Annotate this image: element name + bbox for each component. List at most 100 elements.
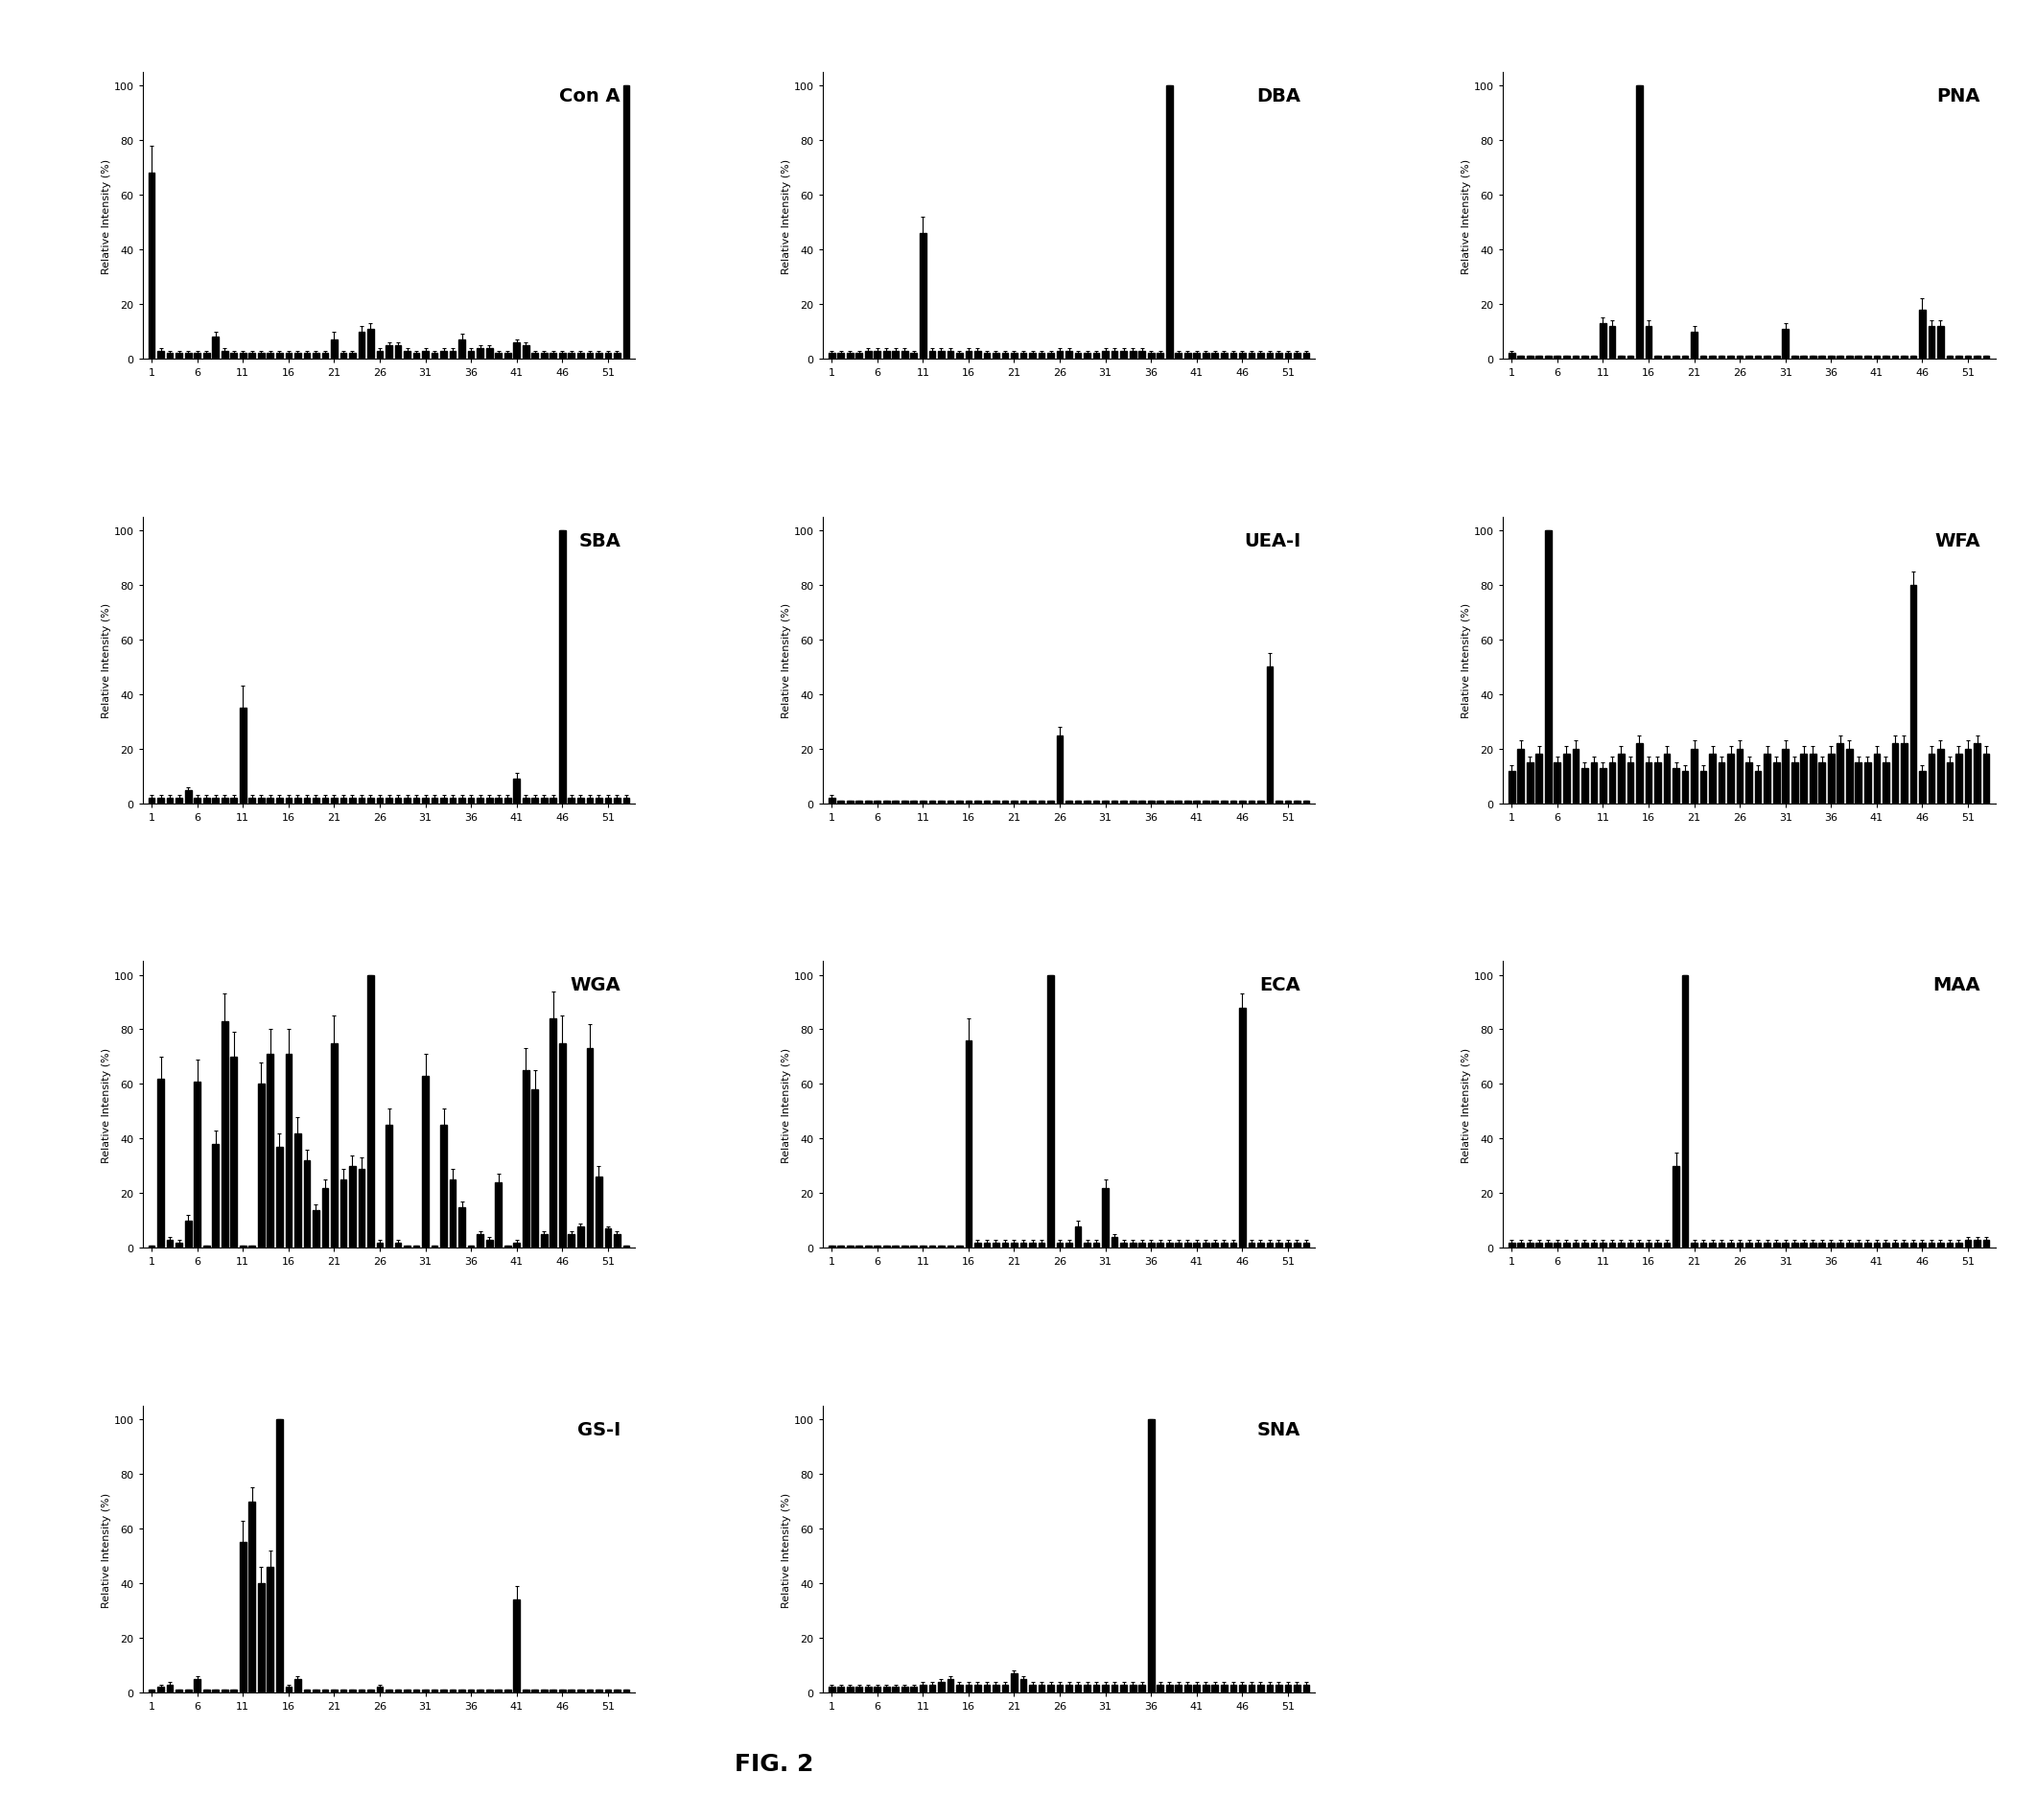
Bar — [1763, 1243, 1771, 1249]
Bar — [542, 1234, 548, 1249]
Bar — [149, 1689, 155, 1693]
Y-axis label: Relative Intensity (%): Relative Intensity (%) — [1462, 158, 1472, 273]
Bar — [1965, 750, 1971, 804]
Bar — [1928, 755, 1934, 804]
Bar — [1266, 1243, 1272, 1249]
Bar — [432, 1245, 438, 1249]
Bar — [623, 799, 629, 804]
Bar — [1847, 750, 1853, 804]
Bar — [1627, 1243, 1633, 1249]
Bar — [1002, 1684, 1008, 1693]
Bar — [175, 799, 181, 804]
Bar — [837, 1687, 845, 1693]
Bar — [605, 1228, 611, 1249]
Bar — [358, 1689, 364, 1693]
Bar — [1910, 357, 1916, 360]
Bar — [1810, 755, 1816, 804]
Bar — [1203, 1243, 1209, 1249]
Bar — [865, 1687, 871, 1693]
Bar — [1745, 1243, 1753, 1249]
Bar — [965, 1684, 971, 1693]
Bar — [975, 801, 981, 804]
Bar — [1156, 801, 1163, 804]
Bar — [523, 1070, 529, 1249]
Text: MAA: MAA — [1932, 976, 1981, 994]
Bar — [1883, 1243, 1889, 1249]
Bar — [1891, 744, 1898, 804]
Bar — [1293, 801, 1301, 804]
Bar — [1582, 768, 1588, 804]
Bar — [204, 1245, 210, 1249]
Bar — [1891, 357, 1898, 360]
Bar — [1755, 1243, 1761, 1249]
Bar — [1303, 1684, 1309, 1693]
Bar — [1645, 763, 1651, 804]
Text: PNA: PNA — [1936, 87, 1981, 106]
Bar — [440, 351, 446, 360]
Bar — [531, 355, 538, 360]
Bar — [487, 1239, 493, 1249]
Bar — [1030, 1684, 1036, 1693]
Bar — [1293, 355, 1301, 360]
Bar — [1847, 1243, 1853, 1249]
Bar — [1193, 801, 1199, 804]
Bar — [487, 1689, 493, 1693]
Bar — [947, 351, 953, 360]
Bar — [1230, 355, 1236, 360]
Bar — [193, 1678, 200, 1693]
Bar — [605, 1689, 611, 1693]
Bar — [1682, 357, 1688, 360]
Bar — [277, 1147, 283, 1249]
Bar — [1782, 1243, 1788, 1249]
Bar — [1030, 801, 1036, 804]
Bar — [965, 801, 971, 804]
Bar — [1763, 755, 1771, 804]
Bar — [1038, 1684, 1044, 1693]
Bar — [1902, 744, 1908, 804]
Bar — [1608, 328, 1615, 360]
Bar — [1083, 1243, 1091, 1249]
Bar — [403, 799, 411, 804]
Text: GS-I: GS-I — [576, 1420, 621, 1438]
Bar — [975, 1243, 981, 1249]
Bar — [458, 1207, 464, 1249]
Bar — [1745, 357, 1753, 360]
Bar — [1020, 355, 1026, 360]
Bar — [847, 355, 853, 360]
Bar — [1527, 763, 1533, 804]
Y-axis label: Relative Intensity (%): Relative Intensity (%) — [102, 602, 112, 719]
Bar — [1258, 355, 1264, 360]
Bar — [277, 355, 283, 360]
Bar — [1258, 1243, 1264, 1249]
Bar — [1277, 1243, 1283, 1249]
Bar — [1057, 1684, 1063, 1693]
Bar — [1030, 1243, 1036, 1249]
Bar — [1663, 1243, 1670, 1249]
Bar — [829, 355, 835, 360]
Bar — [432, 355, 438, 360]
Bar — [1873, 357, 1879, 360]
Bar — [605, 355, 611, 360]
Bar — [1230, 1243, 1236, 1249]
Bar — [1038, 355, 1044, 360]
Bar — [1293, 1684, 1301, 1693]
Bar — [1700, 357, 1706, 360]
Bar — [1277, 1684, 1283, 1693]
Bar — [1938, 328, 1944, 360]
Bar — [358, 799, 364, 804]
Bar — [542, 1689, 548, 1693]
Bar — [1266, 355, 1272, 360]
Bar — [1682, 772, 1688, 804]
Bar — [377, 799, 383, 804]
Bar — [928, 1684, 935, 1693]
Bar — [829, 1687, 835, 1693]
Bar — [1836, 357, 1843, 360]
Text: Con A: Con A — [560, 87, 621, 106]
Bar — [1946, 357, 1953, 360]
Bar — [332, 799, 338, 804]
Bar — [1920, 772, 1926, 804]
Bar — [440, 1689, 446, 1693]
Bar — [560, 531, 566, 804]
Bar — [212, 1689, 218, 1693]
Bar — [1509, 355, 1515, 360]
